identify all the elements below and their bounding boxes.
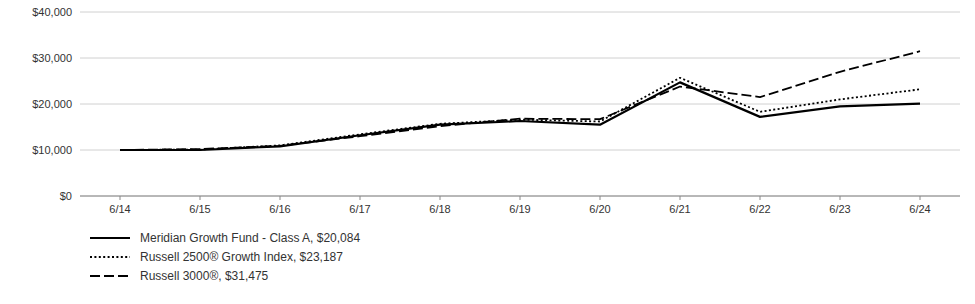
x-tick [280,196,281,200]
legend-swatch [90,237,130,239]
y-axis: $0 $10,000 $20,000 $30,000 $40,000 [32,6,72,202]
x-tick [600,196,601,200]
y-tick-label: $40,000 [32,6,72,18]
x-tick-label: 6/21 [669,203,690,215]
x-tick [200,196,201,200]
chart: $0$10,000$20,000$30,000$40,0006/146/156/… [0,0,975,304]
x-tick-label: 6/16 [269,203,290,215]
y-tick-label: $0 [60,190,72,202]
legend-label: Russell 2500® Growth Index, $23,187 [140,250,343,264]
legend: Meridian Growth Fund - Class A, $20,084 R… [90,231,360,283]
x-tick [840,196,841,200]
series-line [120,51,920,150]
grid-line [80,58,960,59]
x-tick-label: 6/19 [509,203,530,215]
legend-swatch [90,256,130,258]
series-line [120,78,920,150]
legend-label: Russell 3000®, $31,475 [140,269,269,283]
x-tick [680,196,681,200]
series-line [120,82,920,150]
lines [120,51,920,150]
x-tick [920,196,921,200]
x-tick-label: 6/14 [109,203,130,215]
x-tick-label: 6/15 [189,203,210,215]
x-tick-label: 6/22 [749,203,770,215]
x-tick [120,196,121,200]
legend-swatch [90,275,130,277]
grid [80,12,960,196]
y-tick-label: $30,000 [32,52,72,64]
x-tick [440,196,441,200]
legend-label: Meridian Growth Fund - Class A, $20,084 [140,231,360,245]
grid-line [80,12,960,13]
x-tick-label: 6/23 [829,203,850,215]
grid-line [80,104,960,105]
x-tick-label: 6/17 [349,203,370,215]
x-axis: 6/14 6/15 6/16 6/17 6/18 6/19 6/20 6/21 6/22 6/23… [80,196,960,215]
y-tick-label: $10,000 [32,144,72,156]
x-tick [760,196,761,200]
x-tick [360,196,361,200]
x-tick-label: 6/20 [589,203,610,215]
x-tick [520,196,521,200]
y-tick-label: $20,000 [32,98,72,110]
x-tick-label: 6/18 [429,203,450,215]
x-tick-label: 6/24 [909,203,930,215]
